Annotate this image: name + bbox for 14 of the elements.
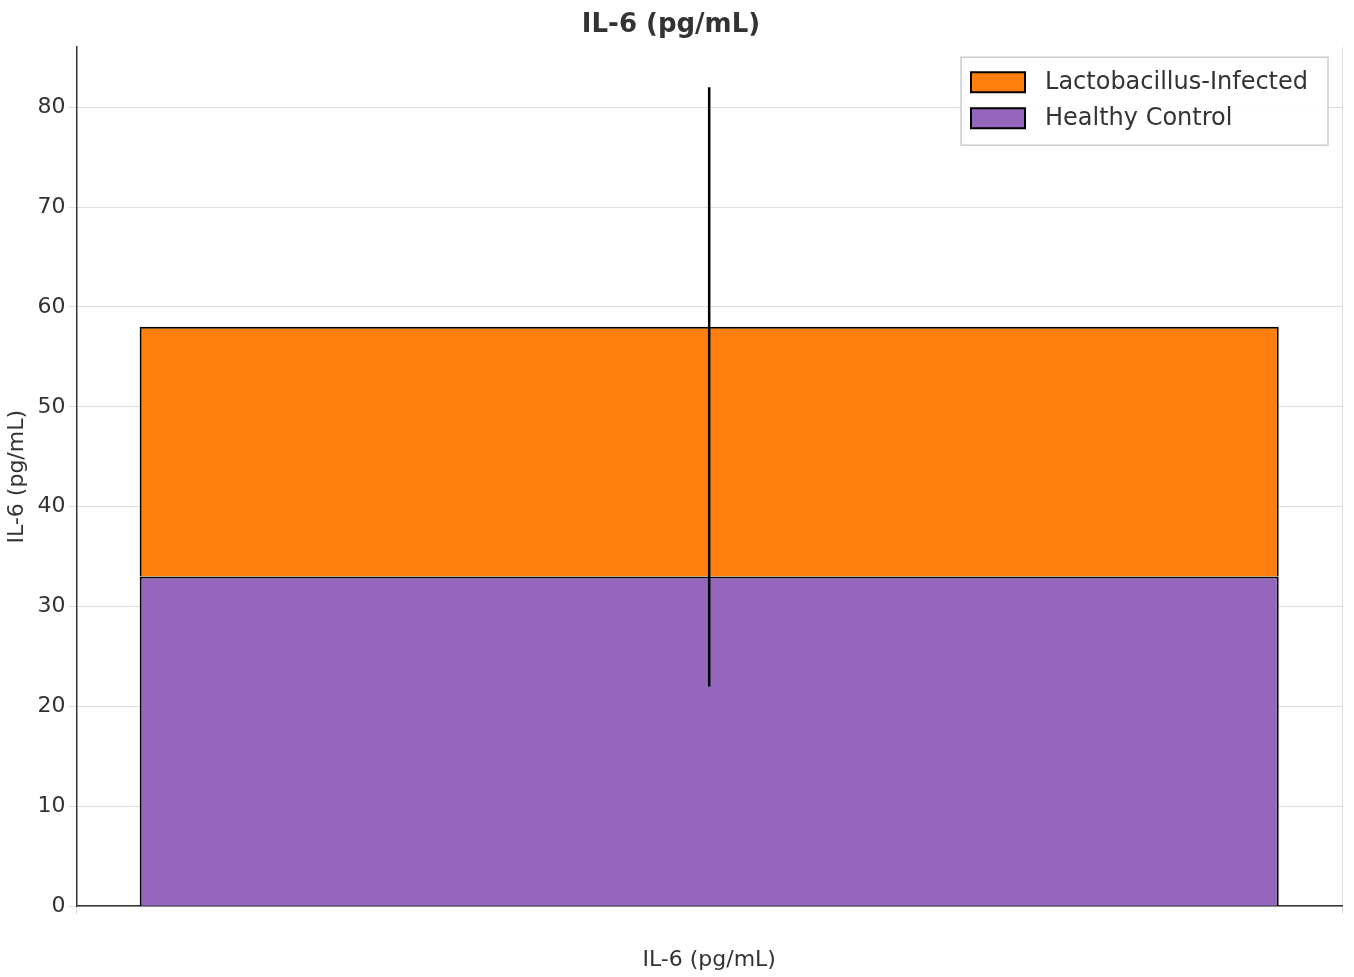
y-axis-title: IL-6 (pg/mL) xyxy=(2,409,28,544)
y-tick-label: 30 xyxy=(37,592,66,618)
y-tick-label: 80 xyxy=(37,92,66,118)
y-tick-label: 40 xyxy=(37,492,66,518)
y-tick-label: 0 xyxy=(51,891,66,917)
y-tick-label: 10 xyxy=(37,792,66,818)
y-tick-label: 60 xyxy=(37,292,66,318)
legend-label: Healthy Control xyxy=(1045,103,1233,132)
x-axis-title: IL-6 (pg/mL) xyxy=(642,945,776,971)
legend-label: Lactobacillus-Infected xyxy=(1045,67,1309,96)
y-tick-label: 70 xyxy=(37,192,66,218)
y-tick-label: 50 xyxy=(37,392,66,418)
y-tick-label: 20 xyxy=(37,692,66,718)
chart-title: IL-6 (pg/mL) xyxy=(581,8,761,39)
